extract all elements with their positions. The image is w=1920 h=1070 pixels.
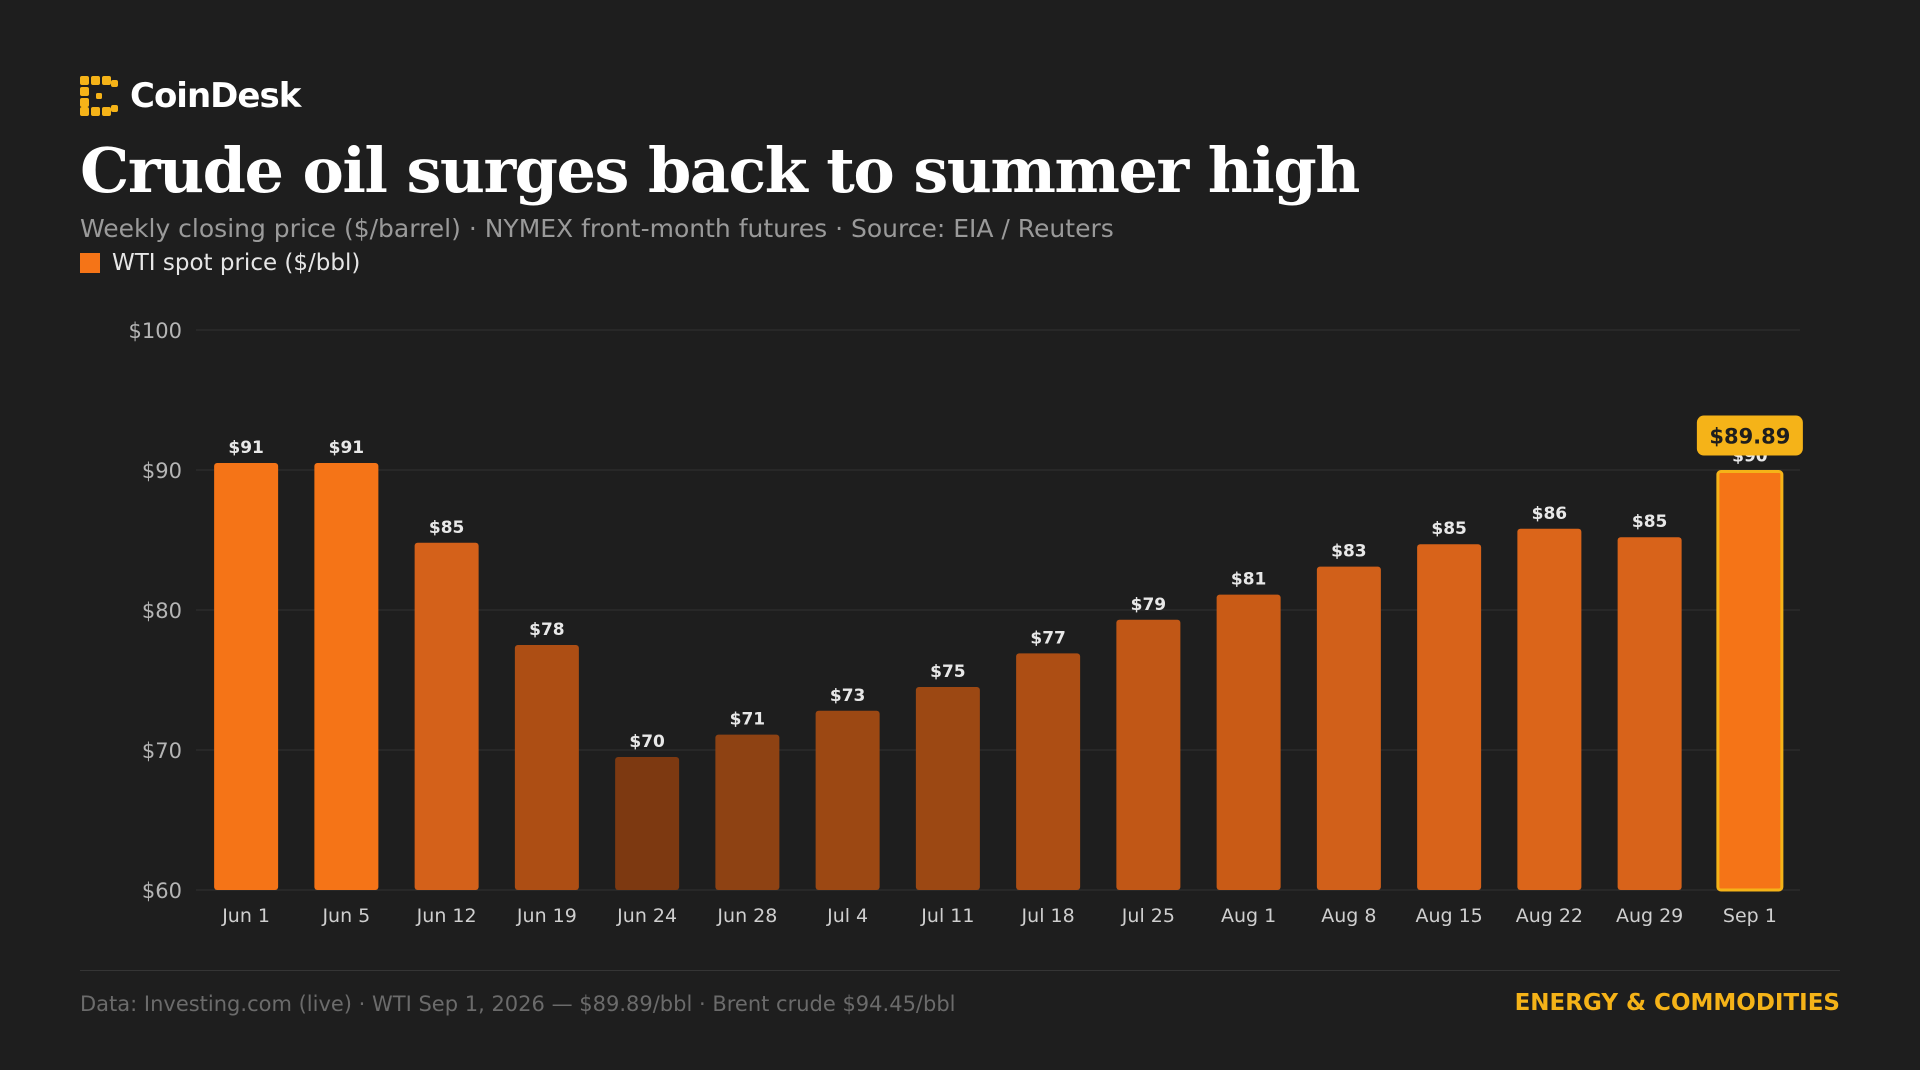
x-tick-label: Sep 1	[1723, 905, 1777, 927]
brand-name: CoinDesk	[130, 76, 301, 116]
footer-divider	[80, 970, 1840, 971]
bar	[615, 757, 680, 890]
bar-value-label: $77	[1030, 628, 1066, 648]
x-tick-label: Jun 19	[516, 905, 577, 927]
x-tick-label: Jul 18	[1021, 905, 1075, 927]
coindesk-logo-icon	[80, 76, 118, 116]
x-tick-label: Aug 8	[1321, 905, 1376, 927]
bar	[915, 687, 980, 890]
chart-legend: WTI spot price ($/bbl)	[80, 248, 360, 278]
y-tick-label: $100	[129, 319, 182, 343]
bar-value-label: $83	[1331, 542, 1367, 562]
bar-value-label: $71	[730, 710, 766, 730]
x-tick-label: Jun 28	[716, 905, 777, 927]
bar	[715, 734, 780, 890]
bar-value-label: $81	[1231, 570, 1267, 590]
bar	[314, 463, 379, 890]
bar	[815, 710, 880, 890]
brand-logo: CoinDesk	[80, 74, 301, 118]
y-tick-label: $60	[142, 879, 182, 903]
bar	[1216, 594, 1281, 890]
bar	[1617, 537, 1682, 890]
x-tick-label: Aug 15	[1415, 905, 1482, 927]
x-tick-label: Jul 11	[920, 905, 974, 927]
bar	[1116, 619, 1181, 890]
bar	[1016, 653, 1081, 890]
y-tick-label: $80	[142, 599, 182, 623]
bar	[1316, 566, 1381, 890]
bar-value-label: $85	[429, 518, 465, 538]
footer-section-label: ENERGY & COMMODITIES	[1514, 990, 1840, 1016]
bar	[214, 463, 279, 890]
y-tick-label: $90	[142, 459, 182, 483]
highlight-badge	[1696, 415, 1803, 456]
bar-value-label: $78	[529, 620, 565, 640]
bar	[1417, 544, 1482, 890]
x-tick-label: Jun 24	[616, 905, 677, 927]
bar	[414, 542, 479, 890]
bar-value-label: $75	[930, 662, 966, 682]
x-tick-label: Jun 5	[321, 905, 370, 927]
chart-subtitle: Weekly closing price ($/barrel) · NYMEX …	[80, 214, 1114, 243]
x-tick-label: Jul 4	[826, 905, 868, 927]
bar-value-label: $85	[1632, 512, 1668, 532]
bar-value-label: $85	[1431, 519, 1467, 539]
x-tick-label: Aug 1	[1221, 905, 1276, 927]
legend-label: WTI spot price ($/bbl)	[112, 250, 361, 276]
footer-source: Data: Investing.com (live) · WTI Sep 1, …	[80, 992, 956, 1016]
bar-value-label: $79	[1131, 595, 1167, 615]
highlight-badge-label: $89.89	[1709, 425, 1790, 449]
x-tick-label: Aug 22	[1516, 905, 1583, 927]
bar-value-label: $91	[329, 438, 365, 458]
x-tick-label: Jun 1	[221, 905, 270, 927]
bar	[1517, 528, 1582, 890]
bar-value-label: $86	[1532, 504, 1568, 524]
bar-value-label: $73	[830, 686, 866, 706]
x-tick-label: Jul 25	[1121, 905, 1175, 927]
x-tick-label: Aug 29	[1616, 905, 1683, 927]
bar	[514, 645, 579, 890]
bar	[1716, 470, 1784, 892]
x-tick-label: Jun 12	[416, 905, 477, 927]
bar-value-label: $91	[228, 438, 264, 458]
bar-chart: $60 $70 $80 $90 $100 $91 Jun 1 $91 Jun 5 $85 Jun 1…	[129, 319, 1803, 927]
y-tick-label: $70	[142, 739, 182, 763]
bar-value-label: $70	[629, 732, 665, 752]
legend-swatch	[80, 253, 100, 273]
chart-title: Crude oil surges back to summer high	[80, 134, 1360, 207]
